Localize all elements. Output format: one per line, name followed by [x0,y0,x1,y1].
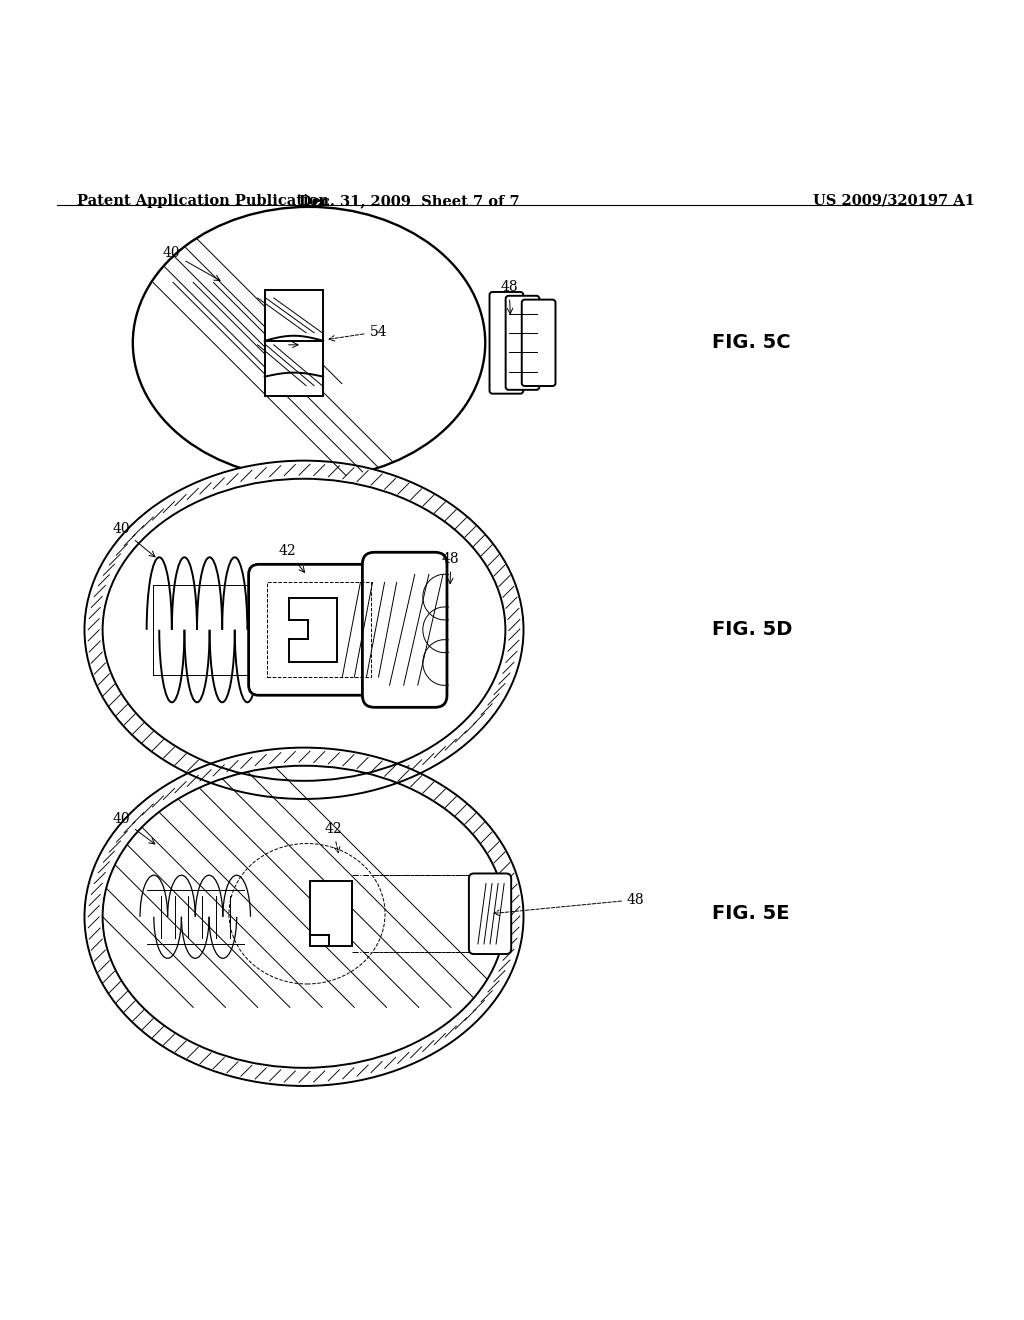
Text: 42: 42 [279,544,304,573]
Text: US 2009/320197 A1: US 2009/320197 A1 [812,194,975,207]
FancyBboxPatch shape [522,300,555,385]
Text: 40: 40 [163,247,220,280]
Text: FIG. 5D: FIG. 5D [712,620,793,639]
FancyBboxPatch shape [506,296,540,389]
Text: 54: 54 [329,325,387,341]
Bar [265,290,324,396]
Ellipse shape [85,461,523,799]
Text: 48: 48 [501,280,518,314]
Text: 48: 48 [494,892,645,916]
FancyBboxPatch shape [249,565,389,696]
Text: Patent Application Publication: Patent Application Publication [78,194,330,207]
Text: Dec. 31, 2009  Sheet 7 of 7: Dec. 31, 2009 Sheet 7 of 7 [299,194,520,207]
Text: 40: 40 [113,812,155,843]
Ellipse shape [133,207,485,479]
Text: 48: 48 [442,552,460,583]
Bar [266,582,372,677]
FancyBboxPatch shape [362,552,447,708]
Bar [310,882,352,946]
Ellipse shape [85,747,523,1086]
FancyBboxPatch shape [469,874,511,954]
Text: 42: 42 [325,822,342,853]
Text: 40: 40 [113,523,155,557]
Text: FIG. 5E: FIG. 5E [712,904,790,923]
FancyBboxPatch shape [489,292,523,393]
Text: FIG. 5C: FIG. 5C [712,334,791,352]
